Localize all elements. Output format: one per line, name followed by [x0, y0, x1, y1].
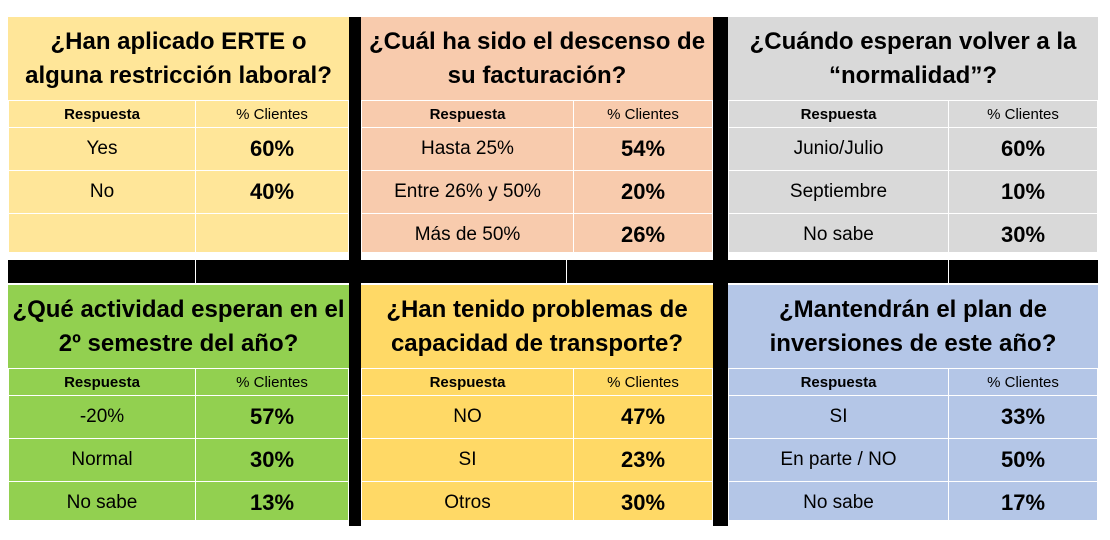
header-clientes: % Clientes	[573, 100, 713, 128]
table-row	[8, 213, 349, 252]
table-row: En parte / NO 50%	[728, 438, 1098, 482]
column-separator-1	[349, 17, 361, 526]
answer-cell: NO	[361, 395, 574, 439]
percent-cell: 23%	[573, 438, 713, 482]
answers-table: Respuesta% Clientes Hasta 25% 54% Entre 26%…	[361, 100, 713, 252]
table-row: -20% 57%	[8, 395, 349, 439]
answers-table: Respuesta% Clientes -20% 57% Normal 30% No sa…	[8, 368, 349, 520]
row-separator	[8, 260, 1098, 283]
answer-cell: En parte / NO	[728, 438, 949, 482]
table-header-row: Respuesta% Clientes	[8, 100, 349, 128]
percent-cell: 33%	[948, 395, 1098, 439]
answer-cell: No sabe	[728, 481, 949, 520]
answer-cell: No sabe	[8, 481, 196, 520]
percent-cell: 30%	[948, 213, 1098, 252]
answer-cell: Septiembre	[728, 170, 949, 214]
header-respuesta: Respuesta	[361, 100, 574, 128]
answers-table: Respuesta% Clientes NO 47% SI 23% Otros 30%	[361, 368, 713, 520]
table-row: Otros 30%	[361, 481, 713, 520]
table-header-row: Respuesta% Clientes	[728, 100, 1098, 128]
panel-title: ¿Han tenido problemas de capacidad de tr…	[386, 295, 688, 357]
table-row: Junio/Julio 60%	[728, 127, 1098, 171]
answer-cell: Hasta 25%	[361, 127, 574, 171]
header-respuesta: Respuesta	[728, 368, 949, 396]
table-row: Hasta 25% 54%	[361, 127, 713, 171]
answers-table: Respuesta% Clientes Junio/Julio 60% Septiem…	[728, 100, 1098, 252]
answer-cell: Yes	[8, 127, 196, 171]
table-row: Septiembre 10%	[728, 170, 1098, 214]
percent-cell: 26%	[573, 213, 713, 252]
percent-cell: 17%	[948, 481, 1098, 520]
table-row: Yes 60%	[8, 127, 349, 171]
survey-panel: ¿Cuándo esperan volver a la “normalidad”…	[728, 17, 1098, 252]
answer-cell: Más de 50%	[361, 213, 574, 252]
percent-cell: 57%	[195, 395, 349, 439]
percent-cell: 50%	[948, 438, 1098, 482]
survey-panel: ¿Qué actividad esperan en el 2º semestre…	[8, 285, 349, 520]
survey-panel: ¿Cuál ha sido el descenso de su facturac…	[361, 17, 713, 252]
table-row: No 40%	[8, 170, 349, 214]
percent-cell: 54%	[573, 127, 713, 171]
separator-gridline	[948, 260, 949, 283]
percent-cell: 60%	[195, 127, 349, 171]
table-row: No sabe 17%	[728, 481, 1098, 520]
answer-cell: SI	[728, 395, 949, 439]
percent-cell: 60%	[948, 127, 1098, 171]
column-separator-2	[713, 17, 728, 526]
percent-cell: 20%	[573, 170, 713, 214]
table-header-row: Respuesta% Clientes	[361, 368, 713, 396]
separator-gridline	[566, 260, 567, 283]
header-respuesta: Respuesta	[8, 100, 196, 128]
header-clientes: % Clientes	[948, 368, 1098, 396]
panel-title: ¿Cuál ha sido el descenso de su facturac…	[368, 27, 706, 89]
separator-gridline	[195, 260, 196, 283]
table-row: NO 47%	[361, 395, 713, 439]
header-respuesta: Respuesta	[728, 100, 949, 128]
survey-panel: ¿Mantendrán el plan de inversiones de es…	[728, 285, 1098, 520]
survey-panel: ¿Han aplicado ERTE o alguna restricción …	[8, 17, 349, 252]
percent-cell: 40%	[195, 170, 349, 214]
answer-cell: -20%	[8, 395, 196, 439]
table-header-row: Respuesta% Clientes	[728, 368, 1098, 396]
panel-title: ¿Mantendrán el plan de inversiones de es…	[769, 295, 1057, 357]
percent-cell: 10%	[948, 170, 1098, 214]
header-clientes: % Clientes	[195, 368, 349, 396]
answer-cell: No	[8, 170, 196, 214]
percent-cell: 30%	[573, 481, 713, 520]
percent-cell: 30%	[195, 438, 349, 482]
answer-cell: Junio/Julio	[728, 127, 949, 171]
header-clientes: % Clientes	[195, 100, 349, 128]
header-clientes: % Clientes	[948, 100, 1098, 128]
table-row: No sabe 13%	[8, 481, 349, 520]
answer-cell: No sabe	[728, 213, 949, 252]
table-row: SI 23%	[361, 438, 713, 482]
panel-title: ¿Han aplicado ERTE o alguna restricción …	[25, 27, 332, 89]
table-row: Más de 50% 26%	[361, 213, 713, 252]
percent-cell: 13%	[195, 481, 349, 520]
table-row: Normal 30%	[8, 438, 349, 482]
header-respuesta: Respuesta	[361, 368, 574, 396]
table-row: No sabe 30%	[728, 213, 1098, 252]
panel-title: ¿Cuándo esperan volver a la “normalidad”…	[749, 27, 1077, 89]
answers-table: Respuesta% Clientes SI 33% En parte / NO 50%…	[728, 368, 1098, 520]
table-row: SI 33%	[728, 395, 1098, 439]
table-header-row: Respuesta% Clientes	[8, 368, 349, 396]
answers-table: Respuesta% Clientes Yes 60% No 40%	[8, 100, 349, 252]
answer-cell: SI	[361, 438, 574, 482]
header-respuesta: Respuesta	[8, 368, 196, 396]
table-row: Entre 26% y 50% 20%	[361, 170, 713, 214]
percent-cell: 47%	[573, 395, 713, 439]
answer-cell	[8, 213, 196, 252]
panel-title: ¿Qué actividad esperan en el 2º semestre…	[12, 295, 345, 357]
survey-panel: ¿Han tenido problemas de capacidad de tr…	[361, 285, 713, 520]
percent-cell	[195, 213, 349, 252]
answer-cell: Otros	[361, 481, 574, 520]
table-header-row: Respuesta% Clientes	[361, 100, 713, 128]
header-clientes: % Clientes	[573, 368, 713, 396]
answer-cell: Entre 26% y 50%	[361, 170, 574, 214]
answer-cell: Normal	[8, 438, 196, 482]
